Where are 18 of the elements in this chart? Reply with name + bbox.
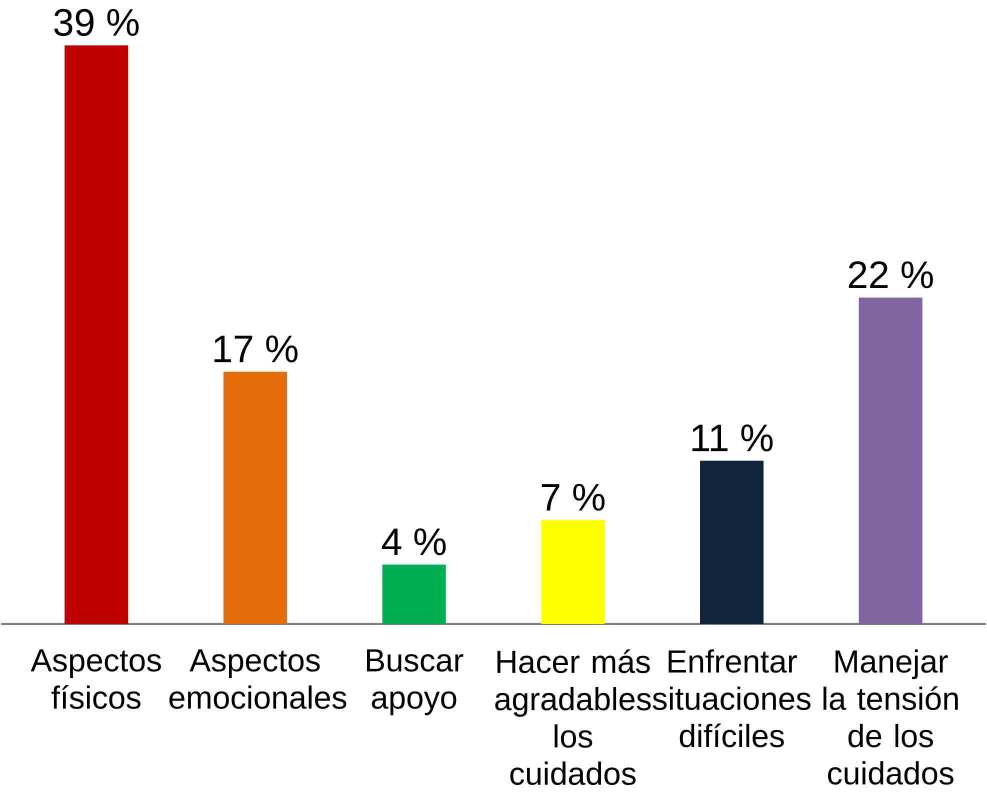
x-tick-label: Buscar apoyo: [366, 649, 464, 716]
bar: [700, 460, 764, 624]
bar: [541, 520, 605, 624]
data-label: 39 %: [54, 8, 139, 36]
x-tick-label: Aspectos físicos: [30, 649, 161, 709]
bar: [382, 564, 446, 624]
x-tick-label: Aspectos emocionales: [169, 649, 346, 709]
bar: [223, 372, 287, 624]
bar: [64, 45, 128, 624]
x-tick-label: Manejar la tensión de los cuidados: [824, 649, 958, 785]
bar: [858, 298, 922, 624]
x-tick-label: Hacer más agradables los cuidados: [495, 649, 651, 786]
data-label: 17 %: [214, 336, 298, 362]
data-label: 7 %: [542, 484, 605, 511]
data-label: 22 %: [848, 261, 933, 288]
x-tick-label: Enfrentar situaciones difíciles: [652, 649, 811, 748]
data-label: 11 %: [692, 424, 773, 452]
data-label: 4 %: [382, 528, 446, 556]
